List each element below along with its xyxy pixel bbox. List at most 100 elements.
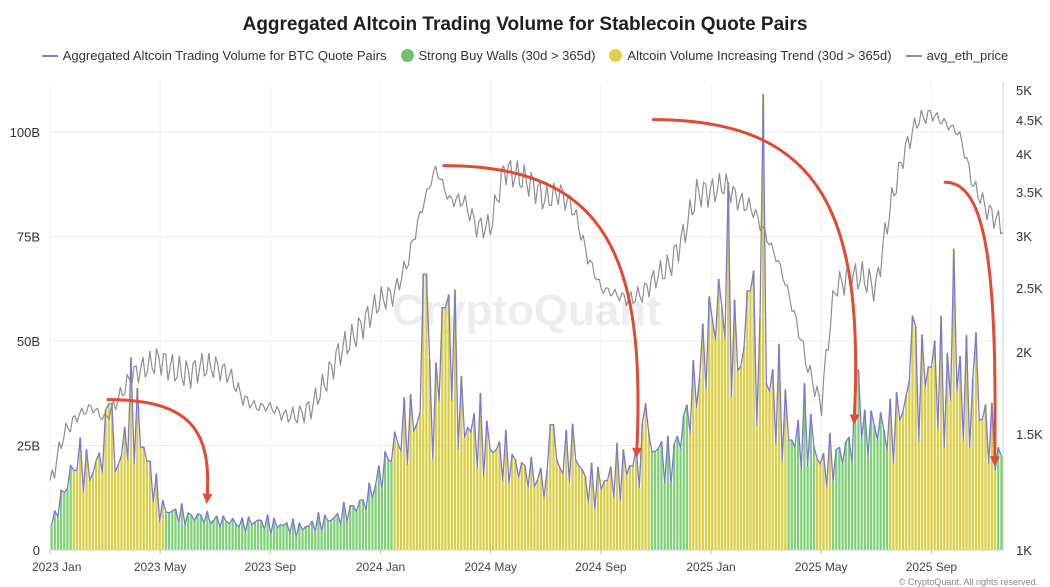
volume-bar: [514, 459, 517, 550]
volume-bar: [196, 513, 199, 550]
volume-bar: [873, 425, 876, 550]
volume-bars: [50, 94, 1003, 551]
volume-bar: [742, 347, 746, 550]
volume-bar: [723, 338, 727, 550]
y-right-tick-label: 4K: [1016, 147, 1032, 162]
volume-bar: [349, 505, 352, 550]
volume-bar: [453, 289, 457, 550]
volume-bar: [752, 270, 755, 550]
volume-bar: [482, 476, 485, 550]
volume-bar: [479, 393, 482, 550]
volume-bar: [202, 523, 206, 550]
volume-bar: [504, 430, 507, 550]
legend-swatch: [400, 49, 414, 62]
volume-bar: [291, 518, 295, 550]
legend-label: avg_eth_price: [926, 48, 1009, 63]
volume-bar: [371, 498, 374, 550]
x-tick-label: 2023 May: [134, 560, 187, 574]
volume-bar: [104, 410, 107, 550]
volume-bar: [711, 319, 714, 550]
volume-bar: [904, 395, 908, 550]
volume-bar: [943, 447, 946, 550]
volume-bar: [155, 473, 158, 550]
volume-bar: [749, 290, 752, 550]
volume-bar: [507, 483, 511, 550]
volume-bar: [209, 523, 212, 550]
volume-bar: [221, 515, 225, 550]
x-tick-label: 2023 Jan: [32, 560, 81, 574]
volume-bar: [962, 440, 965, 550]
volume-bar: [984, 404, 987, 550]
volume-bar: [790, 439, 793, 550]
volume-bar: [622, 449, 625, 550]
volume-bar: [574, 459, 577, 550]
y-left-tick-label: 50B: [17, 334, 40, 349]
volume-bar: [377, 465, 380, 550]
volume-bar: [69, 465, 72, 550]
y-right-tick-label: 2K: [1016, 345, 1032, 360]
volume-bar: [126, 459, 129, 550]
legend-item[interactable]: Altcoin Volume Increasing Trend (30d > 3…: [609, 48, 892, 63]
volume-bar: [263, 529, 266, 550]
volume-bar: [457, 448, 460, 550]
volume-bar: [901, 411, 905, 550]
volume-bar: [654, 451, 657, 550]
volume-bar: [939, 316, 943, 550]
volume-bar: [56, 516, 60, 550]
volume-bar: [577, 465, 581, 550]
legend-label: Altcoin Volume Increasing Trend (30d > 3…: [627, 48, 892, 63]
volume-bar: [231, 518, 234, 550]
volume-bar: [876, 439, 879, 550]
volume-bar: [739, 366, 743, 550]
volume-bar: [682, 415, 685, 550]
volume-bar: [82, 491, 85, 550]
volume-bar: [355, 511, 358, 550]
legend-item[interactable]: avg_eth_price: [905, 48, 1009, 63]
volume-bar: [695, 407, 698, 550]
volume-bar: [758, 318, 762, 550]
volume-bar: [625, 474, 628, 550]
volume-bar: [215, 516, 218, 550]
y-right-tick-label: 1K: [1016, 543, 1032, 558]
volume-bar: [546, 471, 549, 550]
volume-bar: [79, 437, 82, 550]
volume-bar: [463, 437, 466, 550]
volume-bar: [282, 525, 285, 550]
volume-bar: [634, 447, 638, 550]
volume-bar: [615, 443, 619, 550]
volume-bar: [253, 522, 257, 550]
volume-bar: [374, 484, 377, 550]
volume-bar: [536, 479, 539, 550]
volume-bar: [641, 423, 644, 550]
volume-bar: [714, 339, 717, 550]
volume-bar: [949, 400, 952, 550]
volume-bar: [390, 461, 393, 550]
volume-bar: [965, 335, 968, 550]
volume-bar: [717, 279, 720, 550]
volume-bar: [438, 400, 441, 550]
volume-bar: [59, 489, 63, 550]
volume-bar: [816, 458, 819, 550]
y-left-tick-label: 100B: [10, 125, 40, 140]
volume-bar: [301, 529, 304, 550]
volume-bar: [819, 463, 822, 550]
volume-bar: [863, 410, 866, 550]
volume-bar: [50, 524, 53, 550]
volume-bar: [879, 412, 882, 550]
volume-bar: [517, 477, 520, 550]
volume-bar: [590, 463, 593, 550]
volume-bar: [936, 429, 940, 550]
volume-bar: [333, 517, 336, 550]
volume-bar: [730, 396, 733, 550]
volume-bar: [460, 376, 463, 550]
volume-bar: [380, 489, 384, 550]
volume-bar: [596, 467, 600, 550]
legend-item[interactable]: Strong Buy Walls (30d > 365d): [400, 48, 595, 63]
volume-bar: [809, 414, 812, 550]
volume-bar: [495, 449, 498, 550]
legend-item[interactable]: Aggregated Altcoin Trading Volume for BT…: [41, 48, 387, 63]
volume-bar: [85, 449, 88, 550]
volume-bar: [418, 412, 422, 550]
trend-arrow: [943, 180, 1000, 467]
